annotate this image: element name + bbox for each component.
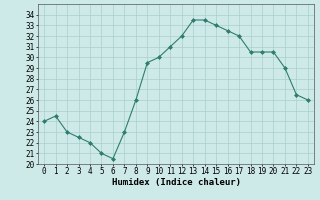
X-axis label: Humidex (Indice chaleur): Humidex (Indice chaleur) [111, 178, 241, 187]
